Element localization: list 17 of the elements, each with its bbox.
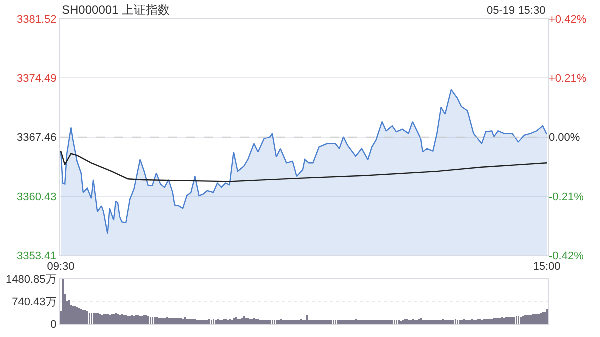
x-tick-label: 15:00 — [533, 260, 561, 273]
y-tick-label: 740.43万 — [12, 296, 57, 308]
y-tick-label: 0 — [50, 318, 57, 331]
y-tick-label: 3367.46 — [17, 132, 57, 144]
y-tick-label: 3360.43 — [17, 191, 57, 204]
y-tick-label: 3353.41 — [17, 250, 57, 263]
y2-tick-label: +0.42% — [549, 14, 587, 26]
y2-tick-label: -0.21% — [549, 191, 584, 204]
y-tick-label: 1480.85万 — [6, 274, 57, 286]
y2-tick-label: 0.00% — [549, 132, 580, 144]
y2-tick-label: +0.21% — [549, 73, 587, 86]
text: 05-19 15:30 — [487, 5, 546, 17]
chart-title: SH000001 上证指数 — [62, 3, 170, 17]
y-tick-label: 3374.49 — [17, 73, 57, 86]
x-tick-label: 09:30 — [47, 260, 75, 273]
y2-tick-label: -0.42% — [549, 250, 584, 263]
y-tick-label: 3381.52 — [17, 14, 57, 26]
